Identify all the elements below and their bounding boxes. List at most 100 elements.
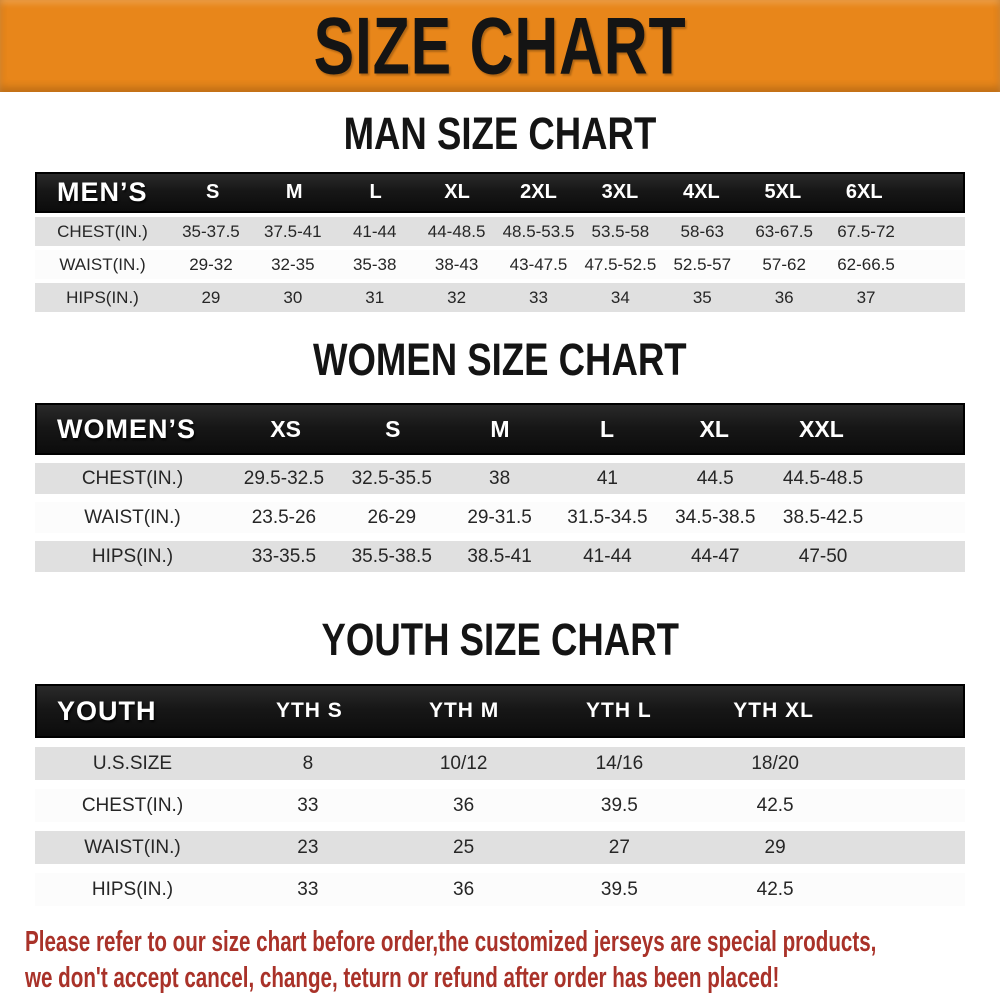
- youth-section: YOUTH SIZE CHART YOUTH YTH S YTH M YTH L YTH…: [0, 614, 1000, 906]
- table-cell: 33: [529, 287, 548, 307]
- table-cell: 29: [764, 836, 786, 858]
- size-column-header: YTH L: [586, 699, 652, 722]
- size-column-header: 5XL: [764, 181, 802, 203]
- table-cell: 33: [297, 794, 319, 816]
- men-header-label: MEN’S: [57, 177, 148, 207]
- table-cell: 25: [453, 836, 475, 858]
- youth-chart-heading-text: YOUTH SIZE CHART: [321, 614, 679, 666]
- table-cell: 33-35.5: [251, 545, 317, 567]
- order-policy-note-line-1: Please refer to our size chart before or…: [25, 926, 877, 958]
- table-cell: 38.5-42.5: [782, 506, 864, 528]
- size-column-header: M: [285, 181, 303, 203]
- size-column-header: XXL: [799, 415, 844, 442]
- row-label: WAIST(IN.): [59, 254, 146, 274]
- women-section: WOMEN SIZE CHART WOMEN’S XS S M L XL XXL CHEST(…: [0, 335, 1000, 572]
- table-row: WAIST(IN.) 29-32 32-35 35-38 38-43 43-47.5 47.…: [35, 250, 965, 279]
- table-cell: 41: [596, 467, 618, 489]
- table-cell: 39.5: [600, 878, 638, 900]
- table-cell: 29-32: [189, 254, 233, 274]
- size-column-header: YTH S: [275, 699, 343, 722]
- table-cell: 29.5-32.5: [243, 467, 325, 489]
- row-label: CHEST(IN.): [57, 221, 148, 241]
- women-header-label: WOMEN’S: [57, 413, 196, 444]
- men-chart-heading: MAN SIZE CHART: [0, 108, 1000, 160]
- table-cell: 35.5-38.5: [351, 545, 432, 567]
- size-column-header: XL: [444, 181, 470, 203]
- size-column-header: S: [206, 181, 220, 203]
- size-column-header: YTH M: [428, 699, 500, 722]
- order-policy-note: Please refer to our size chart before or…: [25, 924, 1000, 996]
- table-cell: 33: [297, 878, 319, 900]
- table-cell: 23: [297, 836, 319, 858]
- table-cell: 34: [610, 287, 630, 307]
- size-column-header: 3XL: [601, 181, 639, 203]
- table-cell: 27: [608, 836, 630, 858]
- table-row: WAIST(IN.) 23.5-26 26-29 29-31.5 31.5-34.5 34…: [35, 502, 965, 533]
- table-cell: 32.5-35.5: [351, 467, 432, 489]
- size-column-header: S: [385, 415, 401, 442]
- table-row: HIPS(IN.) 33-35.5 35.5-38.5 38.5-41 41-44 44-…: [35, 541, 965, 572]
- table-cell: 38-43: [434, 254, 479, 274]
- size-column-header: 4XL: [683, 181, 720, 203]
- table-row: CHEST(IN.) 35-37.5 37.5-41 41-44 44-48.5 48.5…: [35, 217, 965, 246]
- table-cell: 44-47: [690, 545, 740, 567]
- row-label: HIPS(IN.): [66, 287, 139, 307]
- table-cell: 35-37.5: [182, 221, 240, 241]
- size-column-header: 2XL: [520, 181, 557, 203]
- men-size-table: MEN’S S M L XL 2XL 3XL 4XL 5XL 6XL CHEST(IN.) 35-37…: [35, 172, 965, 312]
- row-label: CHEST(IN.): [81, 467, 184, 489]
- table-cell: 38.5-41: [467, 545, 532, 567]
- row-label: WAIST(IN.): [84, 506, 181, 528]
- order-policy-note-line-2: we don't accept cancel, change, teturn o…: [25, 962, 780, 994]
- table-cell: 67.5-72: [837, 221, 895, 241]
- table-cell: 35-38: [352, 254, 397, 274]
- table-cell: 39.5: [600, 794, 638, 816]
- table-cell: 8: [302, 752, 314, 774]
- women-size-table: WOMEN’S XS S M L XL XXL CHEST(IN.) 29.5-32.5 32.5…: [35, 403, 965, 572]
- table-cell: 42.5: [756, 878, 794, 900]
- table-cell: 44.5: [696, 467, 734, 489]
- table-cell: 62-66.5: [837, 254, 895, 274]
- youth-size-table: YOUTH YTH S YTH M YTH L YTH XL U.S.SIZE 8 10/12…: [35, 684, 965, 906]
- table-cell: 18/20: [751, 752, 799, 774]
- table-cell: 41-44: [352, 221, 397, 241]
- women-header-row: WOMEN’S XS S M L XL XXL: [35, 403, 965, 455]
- table-cell: 47-50: [798, 545, 848, 567]
- youth-chart-heading: YOUTH SIZE CHART: [0, 614, 1000, 666]
- row-label: CHEST(IN.): [81, 794, 184, 816]
- table-cell: 37: [856, 287, 876, 307]
- size-chart-banner: SIZE CHART: [0, 0, 1000, 92]
- table-cell: 37.5-41: [263, 221, 322, 241]
- table-cell: 32-35: [271, 254, 315, 274]
- table-cell: 10/12: [439, 752, 488, 774]
- table-cell: 57-62: [762, 254, 806, 274]
- table-cell: 44-48.5: [427, 221, 486, 241]
- table-cell: 36: [453, 794, 475, 816]
- table-cell: 31: [365, 287, 385, 307]
- table-row: CHEST(IN.) 29.5-32.5 32.5-35.5 38 41 44.5 44.5…: [35, 463, 965, 494]
- men-header-row: MEN’S S M L XL 2XL 3XL 4XL 5XL 6XL: [35, 172, 965, 213]
- row-label: HIPS(IN.): [91, 545, 174, 567]
- men-chart-heading-text: MAN SIZE CHART: [343, 108, 657, 160]
- row-label: U.S.SIZE: [92, 752, 173, 774]
- table-cell: 36: [774, 287, 794, 307]
- table-row: HIPS(IN.) 29 30 31 32 33 34 35 36 37: [35, 283, 965, 312]
- table-cell: 35: [692, 287, 712, 307]
- table-cell: 30: [283, 287, 303, 307]
- row-label: HIPS(IN.): [91, 878, 174, 900]
- table-cell: 38: [489, 467, 511, 489]
- row-label: WAIST(IN.): [84, 836, 181, 858]
- table-cell: 44.5-48.5: [782, 467, 864, 489]
- size-column-header: XL: [699, 415, 729, 442]
- table-cell: 29: [201, 287, 221, 307]
- table-cell: 43-47.5: [509, 254, 568, 274]
- youth-header-row: YOUTH YTH S YTH M YTH L YTH XL: [35, 684, 965, 738]
- table-row: HIPS(IN.) 33 36 39.5 42.5: [35, 873, 965, 906]
- table-cell: 63-67.5: [755, 221, 813, 241]
- table-cell: 52.5-57: [673, 254, 732, 274]
- banner-title: SIZE CHART: [313, 0, 687, 92]
- table-cell: 36: [453, 878, 475, 900]
- men-section: MAN SIZE CHART MEN’S S M L XL 2XL 3XL 4XL 5XL 6XL…: [0, 108, 1000, 312]
- table-row: WAIST(IN.) 23 25 27 29: [35, 831, 965, 864]
- table-row: U.S.SIZE 8 10/12 14/16 18/20: [35, 747, 965, 780]
